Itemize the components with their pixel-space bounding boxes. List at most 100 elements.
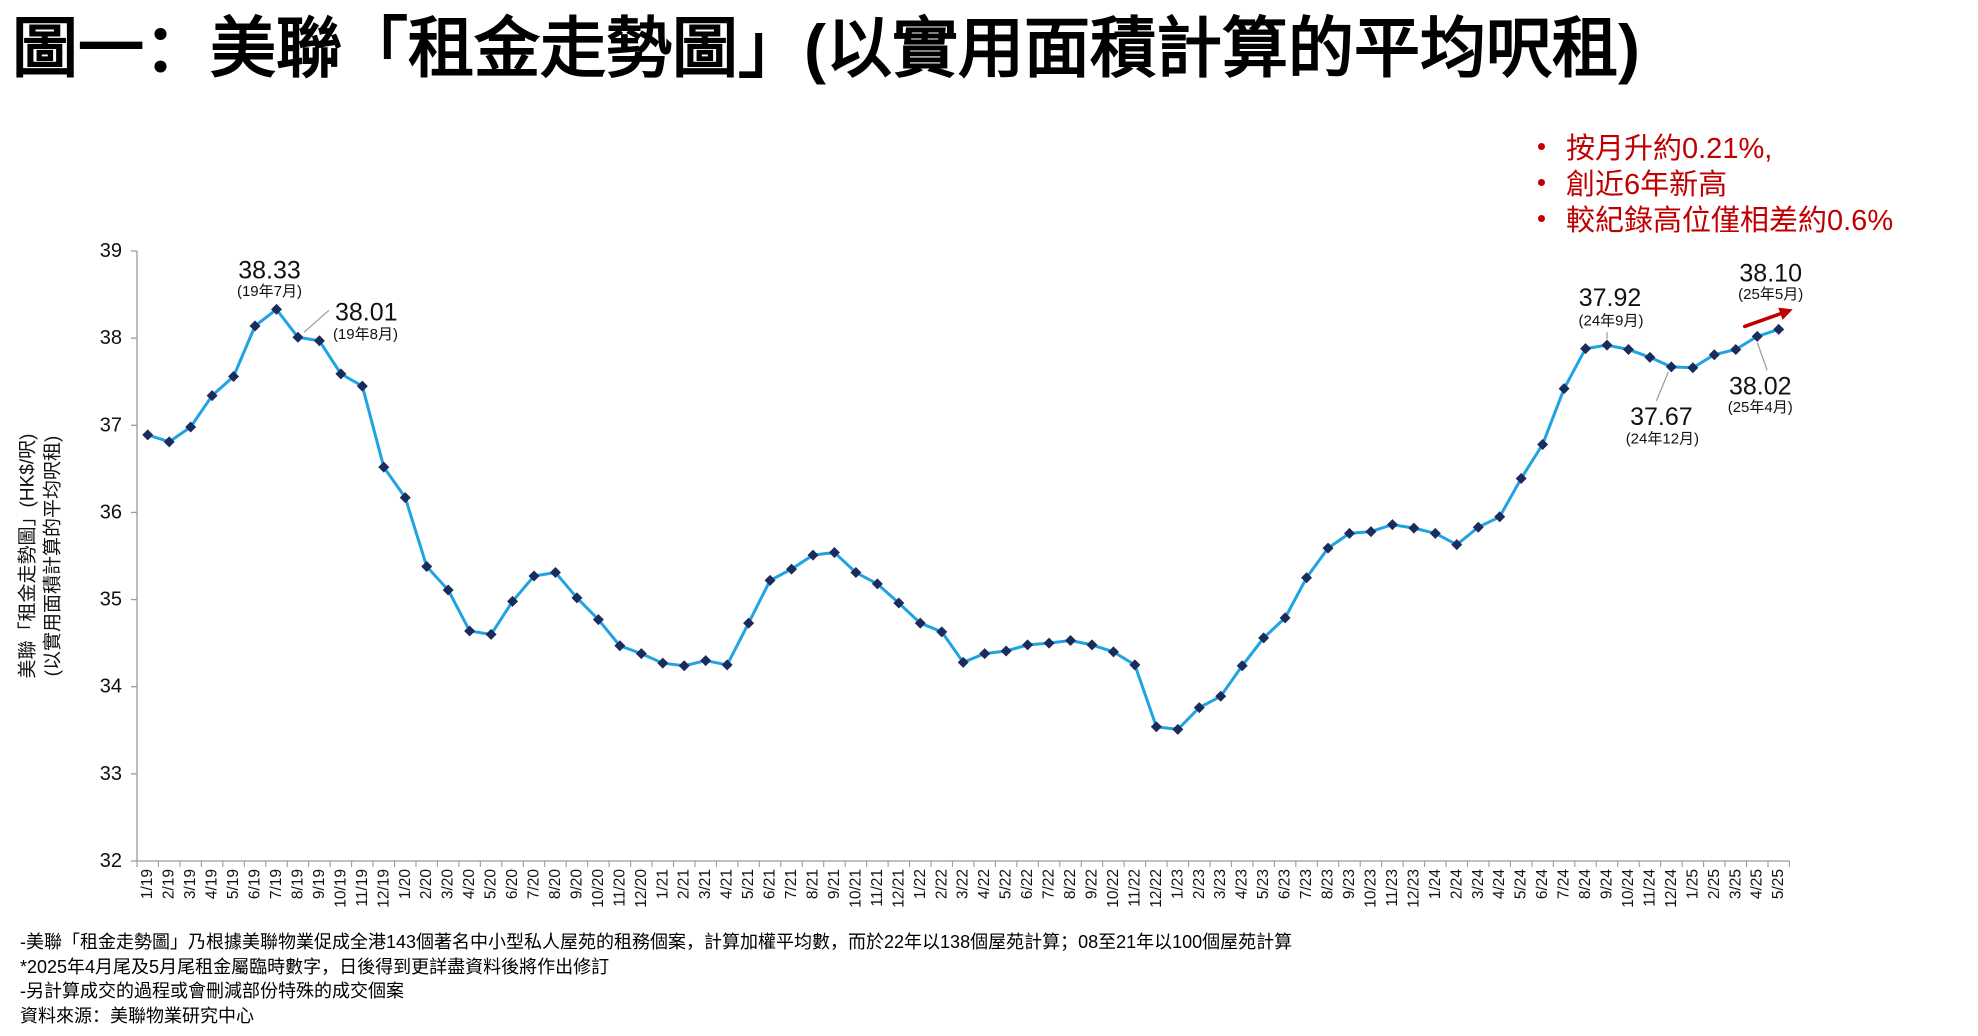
x-tick-label: 4/20 (461, 869, 478, 900)
x-tick-label: 1/25 (1684, 869, 1701, 899)
annotation-date-label: (24年12月) (1626, 430, 1699, 447)
x-tick-label: 11/23 (1384, 869, 1401, 907)
x-tick-label: 12/23 (1405, 869, 1422, 908)
x-tick-label: 7/19 (268, 869, 285, 899)
data-point (807, 549, 819, 561)
x-tick-label: 7/20 (526, 869, 543, 900)
x-tick-label: 5/23 (1255, 869, 1272, 899)
series-group (142, 303, 1785, 735)
x-tick-label: 9/22 (1083, 869, 1100, 899)
data-point (206, 390, 218, 402)
x-tick-label: 2/22 (933, 869, 950, 899)
x-tick-label: 12/21 (890, 869, 907, 908)
data-point (549, 567, 561, 579)
footnote-source: 資料來源：美聯物業研究中心 (20, 1005, 254, 1026)
data-point (378, 461, 390, 473)
x-tick-label: 8/20 (547, 869, 564, 900)
x-tick-label: 11/21 (869, 869, 886, 907)
data-point (1000, 645, 1012, 657)
data-point (507, 595, 519, 607)
data-point (1751, 330, 1763, 342)
x-tick-label: 12/24 (1663, 869, 1680, 908)
footnote-exclusion: -另計算成交的過程或會刪減部份特殊的成交個案 (20, 981, 404, 1001)
data-point (957, 656, 969, 668)
x-tick-label: 4/21 (719, 869, 736, 899)
data-point (657, 657, 669, 669)
x-tick-label: 7/22 (1041, 869, 1058, 899)
data-point (1580, 343, 1592, 355)
data-point (1301, 572, 1313, 584)
x-tick-label: 1/21 (654, 869, 671, 899)
annotation-leader-line (1655, 371, 1669, 402)
annotation-value-label: 38.10 (1739, 259, 1802, 287)
x-tick-label: 7/21 (783, 869, 800, 899)
data-point (528, 570, 540, 582)
data-point (635, 648, 647, 660)
annotation-value-label: 37.67 (1630, 403, 1693, 431)
x-tick-label: 11/22 (1126, 869, 1143, 907)
data-point (313, 335, 325, 347)
annotation-value-label: 38.33 (238, 256, 301, 284)
data-point (871, 578, 883, 590)
x-tick-label: 7/23 (1298, 869, 1315, 899)
data-point (1236, 660, 1248, 672)
data-point (292, 331, 304, 343)
x-tick-label: 8/19 (289, 869, 306, 899)
x-tick-label: 3/21 (697, 869, 714, 899)
page-title: 圖一：美聯「租金走勢圖」(以實用面積計算的平均呎租) (12, 11, 1640, 85)
data-point (421, 560, 433, 572)
x-tick-label: 11/24 (1641, 869, 1658, 907)
data-point (1322, 542, 1334, 554)
x-tick-label: 8/21 (804, 869, 821, 899)
data-point (936, 626, 948, 638)
x-tick-label: 3/24 (1470, 869, 1487, 900)
data-point (1494, 511, 1506, 523)
bullet-icon (1538, 214, 1545, 222)
y-tick-label: 32 (100, 850, 122, 872)
data-point (1515, 472, 1527, 484)
footnote-provisional: *2025年4月尾及5月尾租金屬臨時數字，日後得到更詳盡資料後將作出修訂 (20, 956, 610, 977)
data-point (1472, 521, 1484, 533)
data-point (893, 597, 905, 609)
x-tick-label: 1/19 (139, 869, 156, 899)
x-tick-label: 8/23 (1320, 869, 1337, 899)
x-tick-label: 1/22 (912, 869, 929, 899)
x-tick-label: 2/20 (418, 869, 435, 900)
data-point (1644, 351, 1656, 363)
x-tick-label: 9/19 (311, 869, 328, 899)
axes-group: 32 33 34 35 36 37 38 39 1/19 2/19 3/19 4/19 5/19 6/19… (100, 240, 1790, 908)
x-tick-label: 4/25 (1749, 869, 1766, 899)
x-tick-label: 5/25 (1770, 869, 1787, 899)
data-point (1365, 526, 1377, 538)
data-point (786, 563, 798, 575)
x-tick-label: 2/21 (676, 869, 693, 899)
y-tick-label: 35 (100, 589, 122, 611)
x-tick-label: 5/19 (225, 869, 242, 899)
annotation-leader-line (303, 309, 330, 333)
x-tick-label: 5/24 (1513, 869, 1530, 900)
x-tick-label: 10/22 (1105, 869, 1122, 908)
x-tick-label: 2/23 (1191, 869, 1208, 899)
x-tick-label: 3/25 (1727, 869, 1744, 899)
x-tick-label: 8/22 (1062, 869, 1079, 899)
x-tick-label: 7/24 (1556, 869, 1573, 900)
data-point (1022, 639, 1034, 651)
data-point (1150, 721, 1162, 733)
x-tick-label: 6/21 (762, 869, 779, 899)
data-point (1773, 323, 1785, 335)
highlight-item: 創近6年新高 (1538, 164, 1893, 201)
data-point (1708, 349, 1720, 361)
x-tick-label: 3/19 (182, 869, 199, 899)
data-point (764, 574, 776, 586)
data-point (850, 567, 862, 579)
x-tick-label: 3/20 (440, 869, 457, 900)
x-tick-label: 12/22 (1148, 869, 1165, 908)
data-point (914, 617, 926, 629)
x-tick-label: 10/23 (1362, 869, 1379, 908)
x-tick-label: 10/19 (332, 869, 349, 908)
x-tick-label: 2/25 (1706, 869, 1723, 899)
data-point (464, 625, 476, 637)
data-point (1429, 527, 1441, 539)
y-tick-label: 39 (100, 240, 122, 262)
